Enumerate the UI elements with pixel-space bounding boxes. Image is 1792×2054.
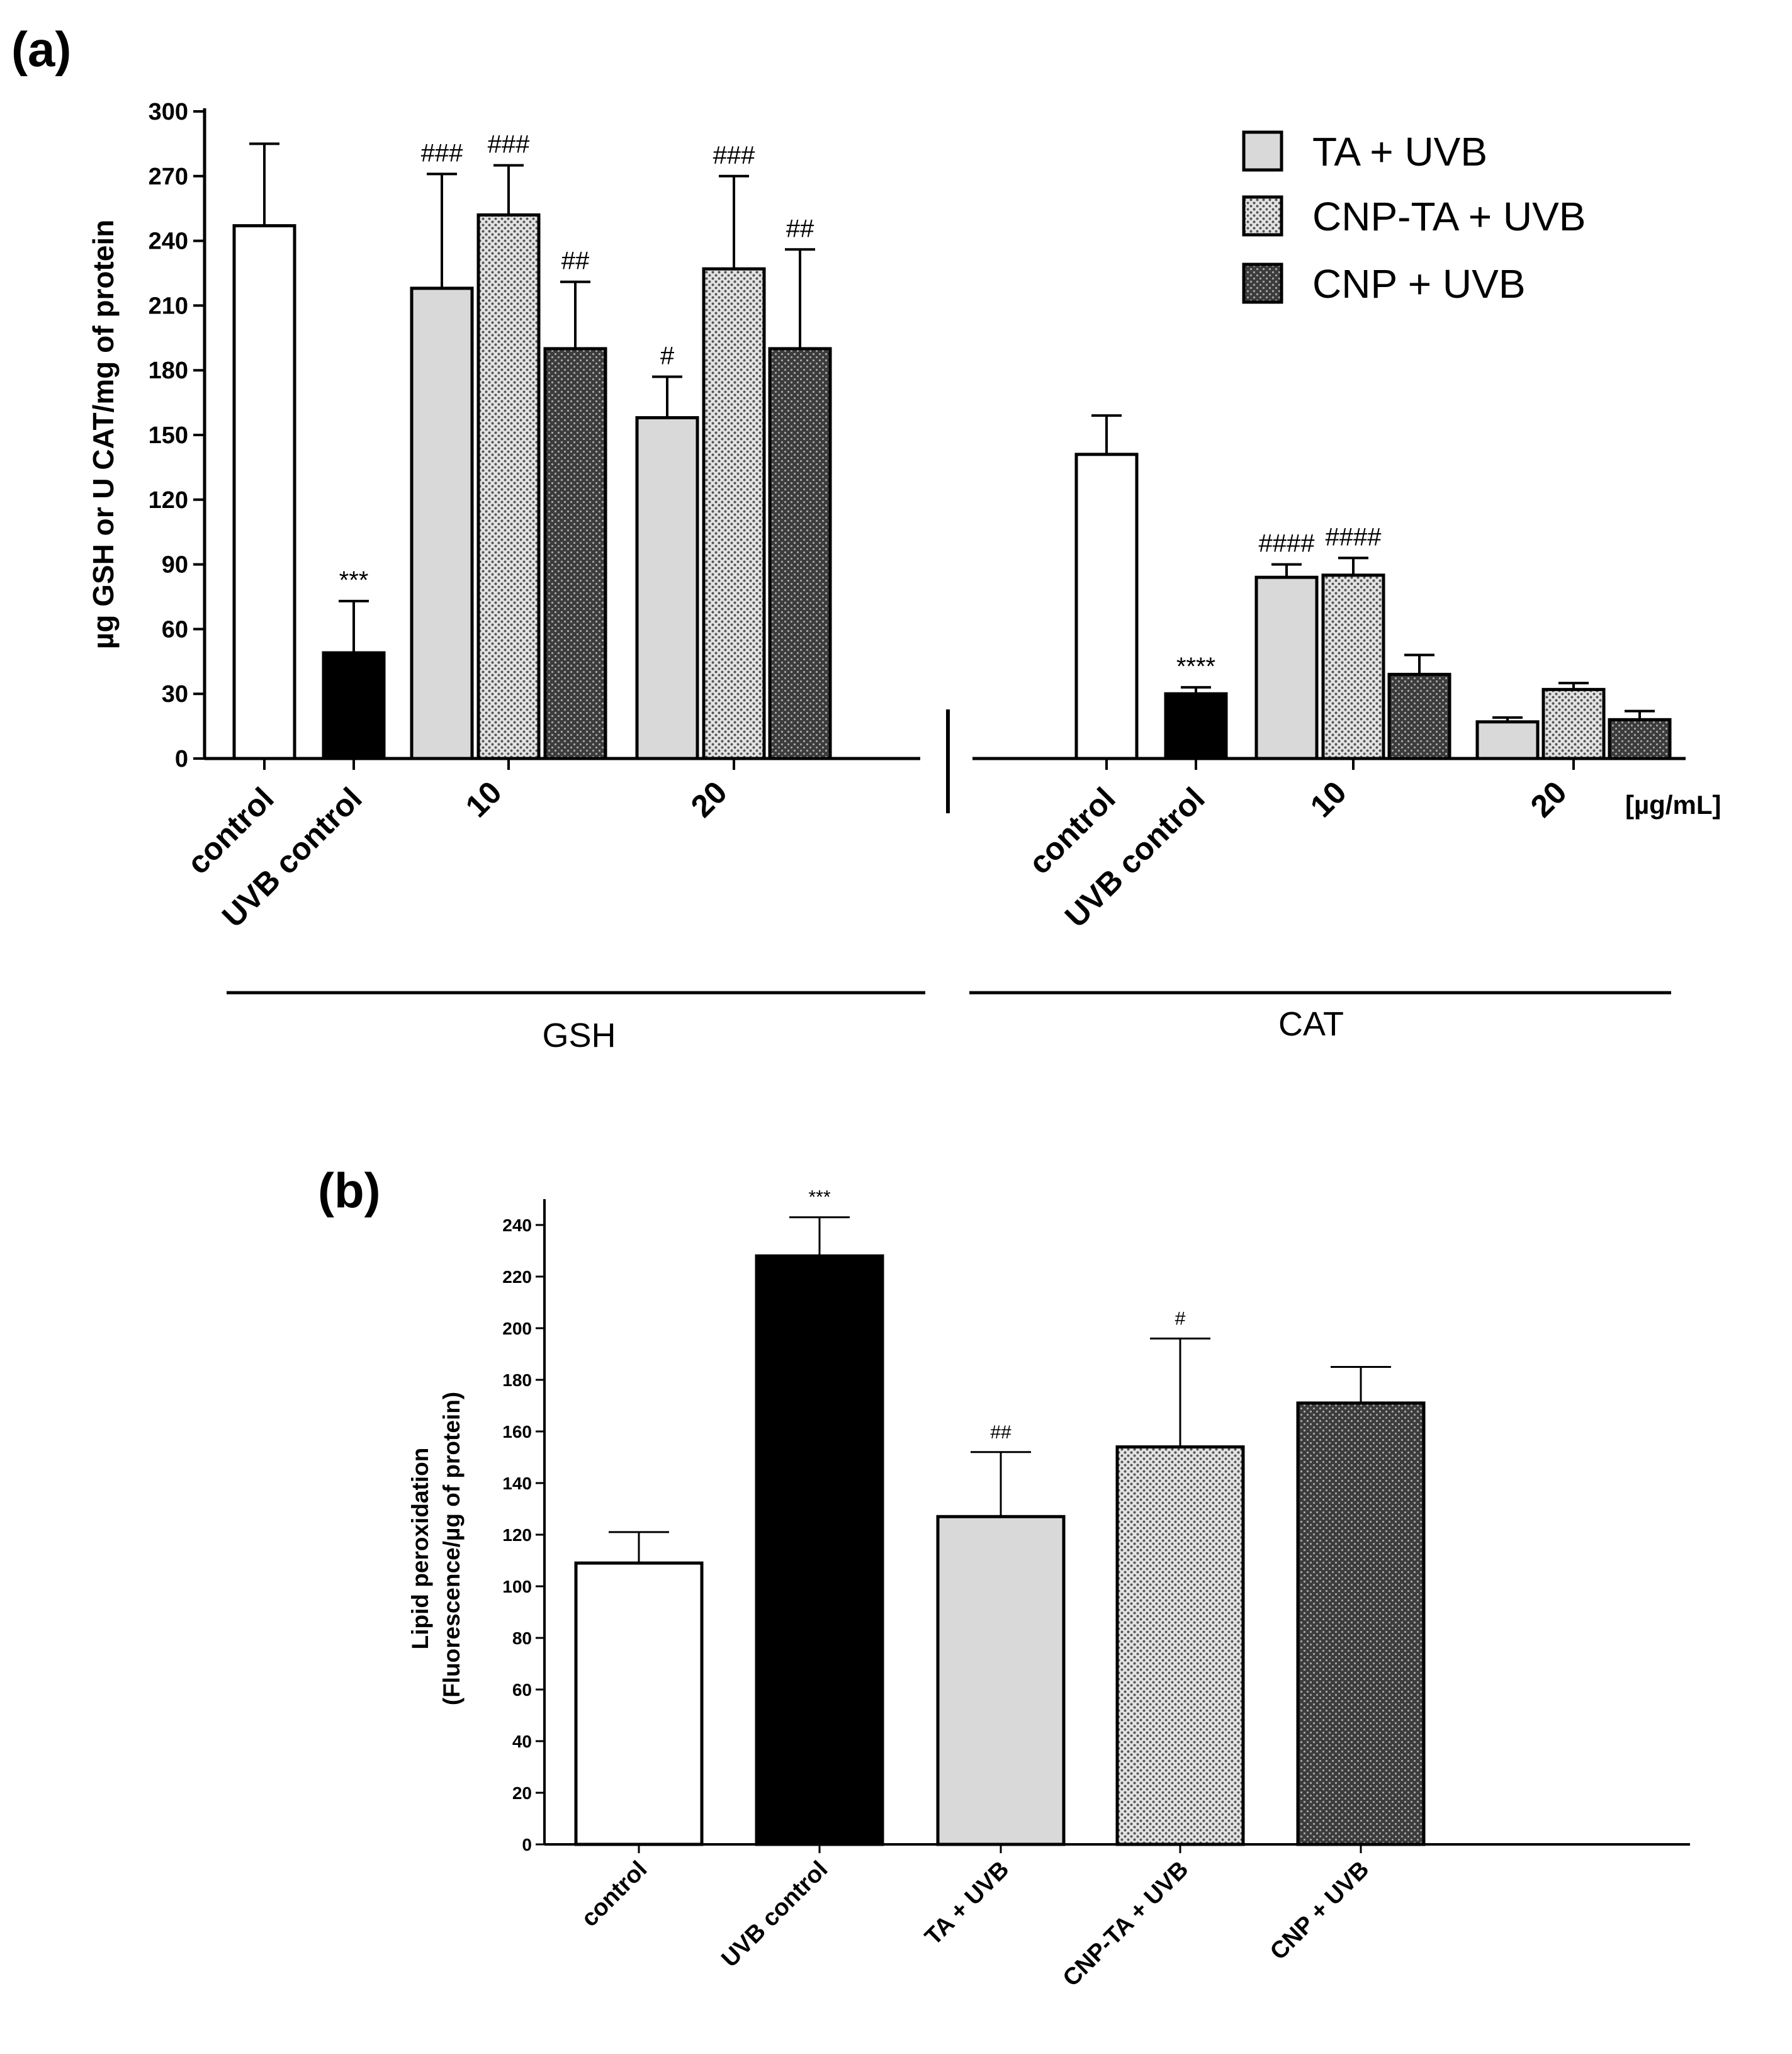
- panel-b-label: (b): [318, 1163, 381, 1218]
- y-tick-label: 40: [512, 1732, 532, 1751]
- y-tick-label: 90: [162, 552, 188, 578]
- bar-lipid-control: [574, 1561, 704, 1846]
- y-tick-label: 30: [162, 681, 188, 708]
- x-tick-label: TA + UVB: [920, 1856, 1014, 1951]
- y-tick-label: 120: [502, 1525, 532, 1545]
- panel-a-label: (a): [11, 21, 71, 77]
- y-tick-label: 270: [149, 164, 188, 190]
- y-axis-title-line2: (Fluorescence/µg of protein): [439, 1392, 465, 1705]
- significance-mark: ##: [990, 1422, 1012, 1443]
- significance-mark: ***: [808, 1187, 830, 1208]
- bar-cat-control-control: [1074, 453, 1139, 760]
- y-tick-label: 0: [175, 746, 188, 772]
- y-tick-label: 240: [502, 1216, 532, 1235]
- x-tick-label: 10: [459, 774, 509, 824]
- y-tick-label: 160: [502, 1422, 532, 1442]
- x-tick-label: 20: [1524, 774, 1574, 824]
- y-tick-label: 220: [502, 1267, 532, 1287]
- legend-swatch-ta-uvb: [1242, 130, 1283, 172]
- x-tick-label: 10: [1304, 774, 1353, 824]
- significance-mark: ####: [1326, 523, 1382, 551]
- y-axis-title: µg GSH or U CAT/mg of protein: [87, 220, 120, 649]
- legend-label-ta-uvb: TA + UVB: [1312, 129, 1487, 174]
- significance-mark: ###: [421, 139, 463, 167]
- y-tick-label: 140: [502, 1474, 532, 1493]
- x-tick-label: 20: [684, 774, 734, 824]
- x-tick-label: CNP-TA + UVB: [1058, 1856, 1194, 1992]
- bar-gsh-20-ta-uvb: [635, 416, 699, 760]
- y-tick-label: 20: [512, 1783, 532, 1803]
- bar-cat-10-cnp-ta-uvb: [1321, 573, 1385, 760]
- y-tick-label: 180: [149, 358, 188, 384]
- panel-b-chart: 0 20 40 60 80 100 120 140 160 180 200 220 240 Lipid p…: [407, 1187, 1690, 1992]
- bar-lipid-ta-uvb: [936, 1515, 1066, 1846]
- bar-cat-20-cnp-uvb: [1608, 718, 1672, 760]
- y-tick-label: 200: [502, 1319, 532, 1338]
- y-tick-label: 210: [149, 293, 188, 319]
- bar-gsh-10-cnp-uvb: [543, 347, 607, 760]
- unit-label: [µg/mL]: [1625, 790, 1722, 820]
- group-label-cat: CAT: [1278, 1005, 1344, 1043]
- bar-gsh-10-cnp-ta-uvb: [476, 213, 541, 760]
- y-tick-label: 300: [149, 99, 188, 125]
- x-tick-label: control: [577, 1856, 653, 1933]
- bar-gsh-20-cnp-uvb: [768, 347, 832, 760]
- x-tick-label: CNP + UVB: [1265, 1856, 1374, 1965]
- significance-mark: ****: [1176, 653, 1215, 680]
- significance-mark: ###: [488, 131, 530, 159]
- significance-mark: ##: [786, 215, 814, 242]
- significance-mark: #: [1175, 1308, 1186, 1329]
- bar-cat-uvb-control-uvb-control: [1164, 692, 1228, 760]
- significance-mark: ***: [339, 567, 369, 594]
- bar-cat-10-ta-uvb: [1254, 575, 1319, 760]
- significance-mark: ####: [1259, 530, 1316, 558]
- panel-a-chart: 0 30 60 90 120 150 180 210 240 270 300 µg GSH or U …: [87, 99, 1722, 1054]
- bar-lipid-cnp-ta-uvb: [1115, 1445, 1245, 1846]
- bar-lipid-uvb-control: [755, 1254, 884, 1846]
- y-tick-label: 100: [502, 1577, 532, 1596]
- legend-label-cnp-ta-uvb: CNP-TA + UVB: [1312, 194, 1586, 239]
- bar-lipid-cnp-uvb: [1296, 1401, 1426, 1846]
- significance-mark: ###: [713, 142, 755, 169]
- x-tick-label: UVB control: [716, 1856, 833, 1973]
- y-tick-label: 80: [512, 1628, 532, 1648]
- y-tick-label: 0: [522, 1835, 532, 1854]
- y-tick-label: 150: [149, 422, 188, 449]
- legend-swatch-cnp-ta-uvb: [1242, 195, 1283, 237]
- significance-mark: #: [660, 342, 675, 370]
- bar-gsh-control-control: [232, 224, 296, 760]
- y-axis-title-line1: Lipid peroxidation: [407, 1448, 433, 1650]
- legend-label-cnp-uvb: CNP + UVB: [1312, 261, 1526, 307]
- y-tick-label: 60: [512, 1680, 532, 1700]
- bar-gsh-20-cnp-ta-uvb: [702, 267, 766, 760]
- bar-gsh-10-ta-uvb: [410, 286, 474, 760]
- significance-mark: ##: [561, 247, 590, 275]
- y-tick-label: 120: [149, 487, 188, 514]
- y-tick-label: 60: [162, 616, 188, 643]
- y-tick-label: 240: [149, 229, 188, 255]
- bar-cat-20-ta-uvb: [1475, 720, 1540, 760]
- bar-cat-10-cnp-uvb: [1387, 672, 1451, 760]
- legend-swatch-cnp-uvb: [1242, 262, 1283, 304]
- bar-cat-20-cnp-ta-uvb: [1541, 687, 1606, 760]
- y-tick-label: 180: [502, 1370, 532, 1390]
- bar-gsh-uvb-control-uvb-control: [322, 651, 386, 760]
- group-label-gsh: GSH: [542, 1017, 616, 1054]
